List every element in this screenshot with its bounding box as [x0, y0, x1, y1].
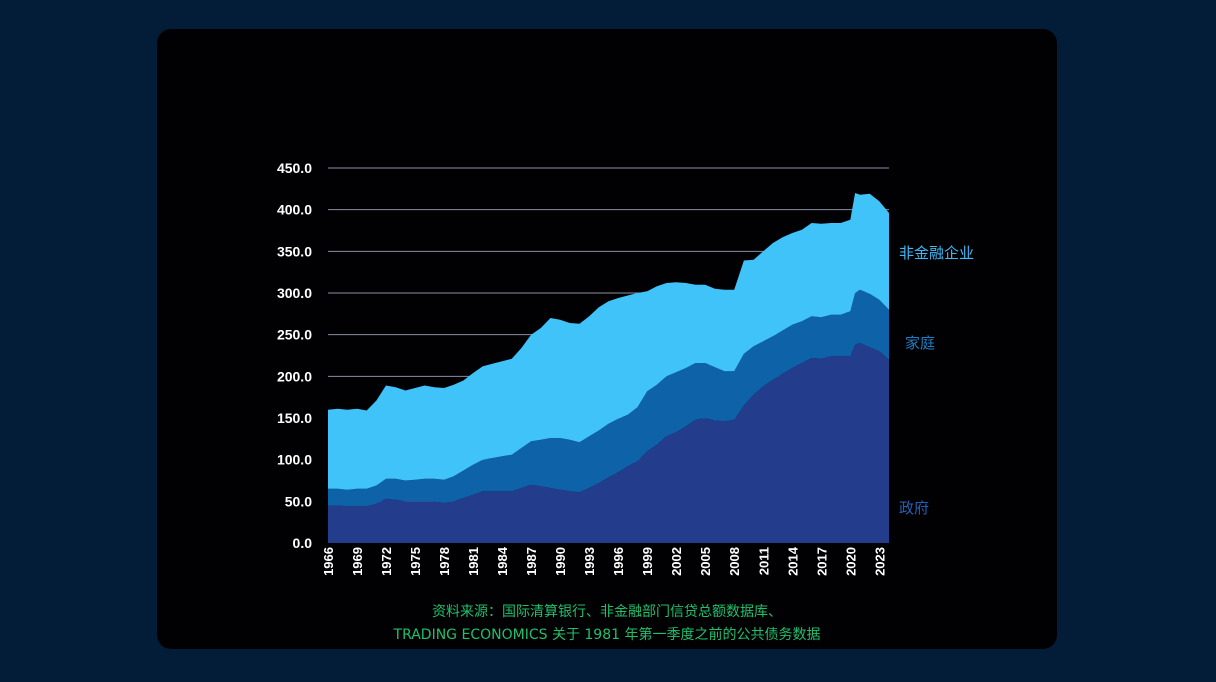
source-line-1: 资料来源：国际清算银行、非金融部门信贷总额数据库、 [432, 604, 782, 620]
source-line-2: TRADING ECONOMICS 关于 1981 年第一季度之前的公共债务数据 [393, 627, 821, 643]
x-tick-label: 1990 [553, 547, 568, 576]
x-tick-label: 1987 [524, 547, 539, 576]
area-household [328, 289, 889, 507]
y-axis-ticks: 0.0 50.0 100.0 150.0 200.0 250.0 300.0 350.0 400… [277, 160, 312, 551]
series-label-corporate: 非金融企业 [899, 244, 975, 262]
x-tick-label: 1972 [379, 547, 394, 576]
area-series [328, 193, 889, 543]
x-tick-label: 2002 [669, 547, 684, 576]
series-label-government: 政府 [899, 499, 930, 517]
x-tick-label: 2008 [727, 547, 742, 576]
stacked-area-chart: 0.0 50.0 100.0 150.0 200.0 250.0 300.0 350.0 400… [277, 160, 889, 576]
y-tick-label: 100.0 [277, 452, 312, 468]
area-corporate [328, 193, 889, 490]
y-tick-label: 50.0 [285, 493, 312, 509]
x-tick-label: 1984 [495, 546, 510, 576]
x-tick-label: 1978 [437, 547, 452, 576]
y-tick-label: 400.0 [277, 202, 312, 218]
x-tick-label: 2017 [814, 547, 829, 576]
y-tick-label: 200.0 [277, 368, 312, 384]
x-axis-ticks: 1966 1969 1972 1975 1978 1981 1984 1987 1990 1993… [321, 546, 887, 576]
y-tick-label: 250.0 [277, 327, 312, 343]
chart-card: 0.0 50.0 100.0 150.0 200.0 250.0 300.0 350.0 400… [157, 29, 1057, 649]
x-tick-label: 2020 [843, 547, 858, 576]
y-tick-label: 450.0 [277, 160, 312, 176]
x-tick-label: 2011 [756, 547, 771, 575]
x-tick-label: 1966 [321, 547, 336, 576]
y-tick-label: 0.0 [293, 535, 313, 551]
x-tick-label: 1969 [350, 547, 365, 576]
x-tick-label: 2014 [785, 546, 800, 576]
x-tick-label: 1993 [582, 547, 597, 576]
y-tick-label: 350.0 [277, 243, 312, 259]
x-tick-label: 1981 [466, 547, 481, 576]
x-tick-label: 1999 [640, 547, 655, 576]
x-tick-label: 2023 [872, 547, 887, 576]
x-tick-label: 1975 [408, 547, 423, 576]
y-tick-label: 300.0 [277, 285, 312, 301]
x-tick-label: 2005 [698, 547, 713, 576]
x-tick-label: 1996 [611, 547, 626, 576]
area-government [328, 343, 889, 543]
y-tick-label: 150.0 [277, 410, 312, 426]
series-label-household: 家庭 [905, 334, 936, 352]
